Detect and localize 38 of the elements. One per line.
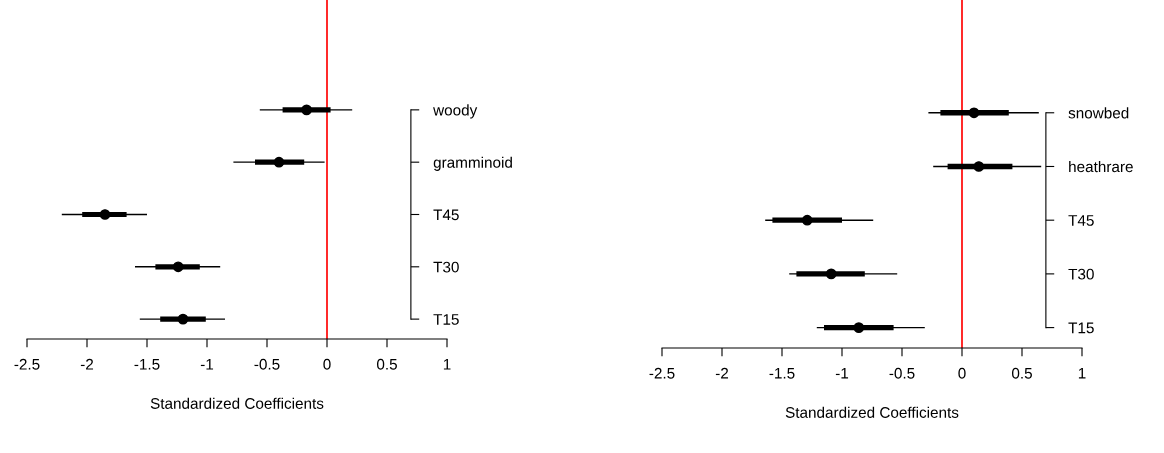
- x-tick-label: 0: [323, 358, 331, 370]
- x-axis-title: Standardized Coefficients: [785, 406, 959, 418]
- x-tick-label: -1: [200, 359, 214, 370]
- y-tick-label: T45: [1068, 215, 1094, 226]
- y-tick-label: heathrare: [1069, 160, 1133, 173]
- x-tick-label: -2.5: [14, 358, 40, 370]
- point: [973, 161, 985, 172]
- point: [853, 322, 865, 333]
- x-tick-label: 1: [443, 359, 451, 370]
- point: [273, 156, 285, 168]
- point: [825, 268, 837, 280]
- y-tick-label: T30: [1068, 268, 1094, 280]
- y-tick-label: snowbed: [1068, 107, 1129, 119]
- x-tick-label: 1: [1078, 368, 1086, 379]
- y-tick-label: gramminoid: [433, 156, 512, 171]
- x-axis-title: Standardized Coefficients: [150, 397, 324, 409]
- x-tick-label: -2: [715, 367, 729, 379]
- y-tick-label: T15: [1068, 322, 1094, 334]
- point: [301, 104, 312, 116]
- y-tick-label: T30: [433, 261, 459, 273]
- y-tick-label: T15: [433, 314, 459, 325]
- x-tick-label: -0.5: [254, 358, 280, 370]
- x-tick-label: -1.5: [134, 359, 160, 370]
- point: [99, 209, 111, 220]
- x-tick-label: -1.5: [769, 368, 795, 379]
- point: [172, 261, 184, 273]
- y-tick-label: woody: [433, 104, 478, 119]
- point: [968, 107, 980, 119]
- point: [801, 214, 813, 226]
- x-tick-label: 0.5: [1011, 367, 1032, 379]
- point: [177, 313, 189, 325]
- x-tick-label: 0.5: [376, 358, 397, 370]
- x-tick-label: -0.5: [889, 367, 915, 379]
- x-tick-label: -2.5: [649, 367, 675, 379]
- x-tick-label: -1: [835, 368, 849, 379]
- x-tick-label: -2: [80, 358, 94, 370]
- x-tick-label: 0: [958, 367, 966, 379]
- y-tick-label: T45: [433, 209, 459, 221]
